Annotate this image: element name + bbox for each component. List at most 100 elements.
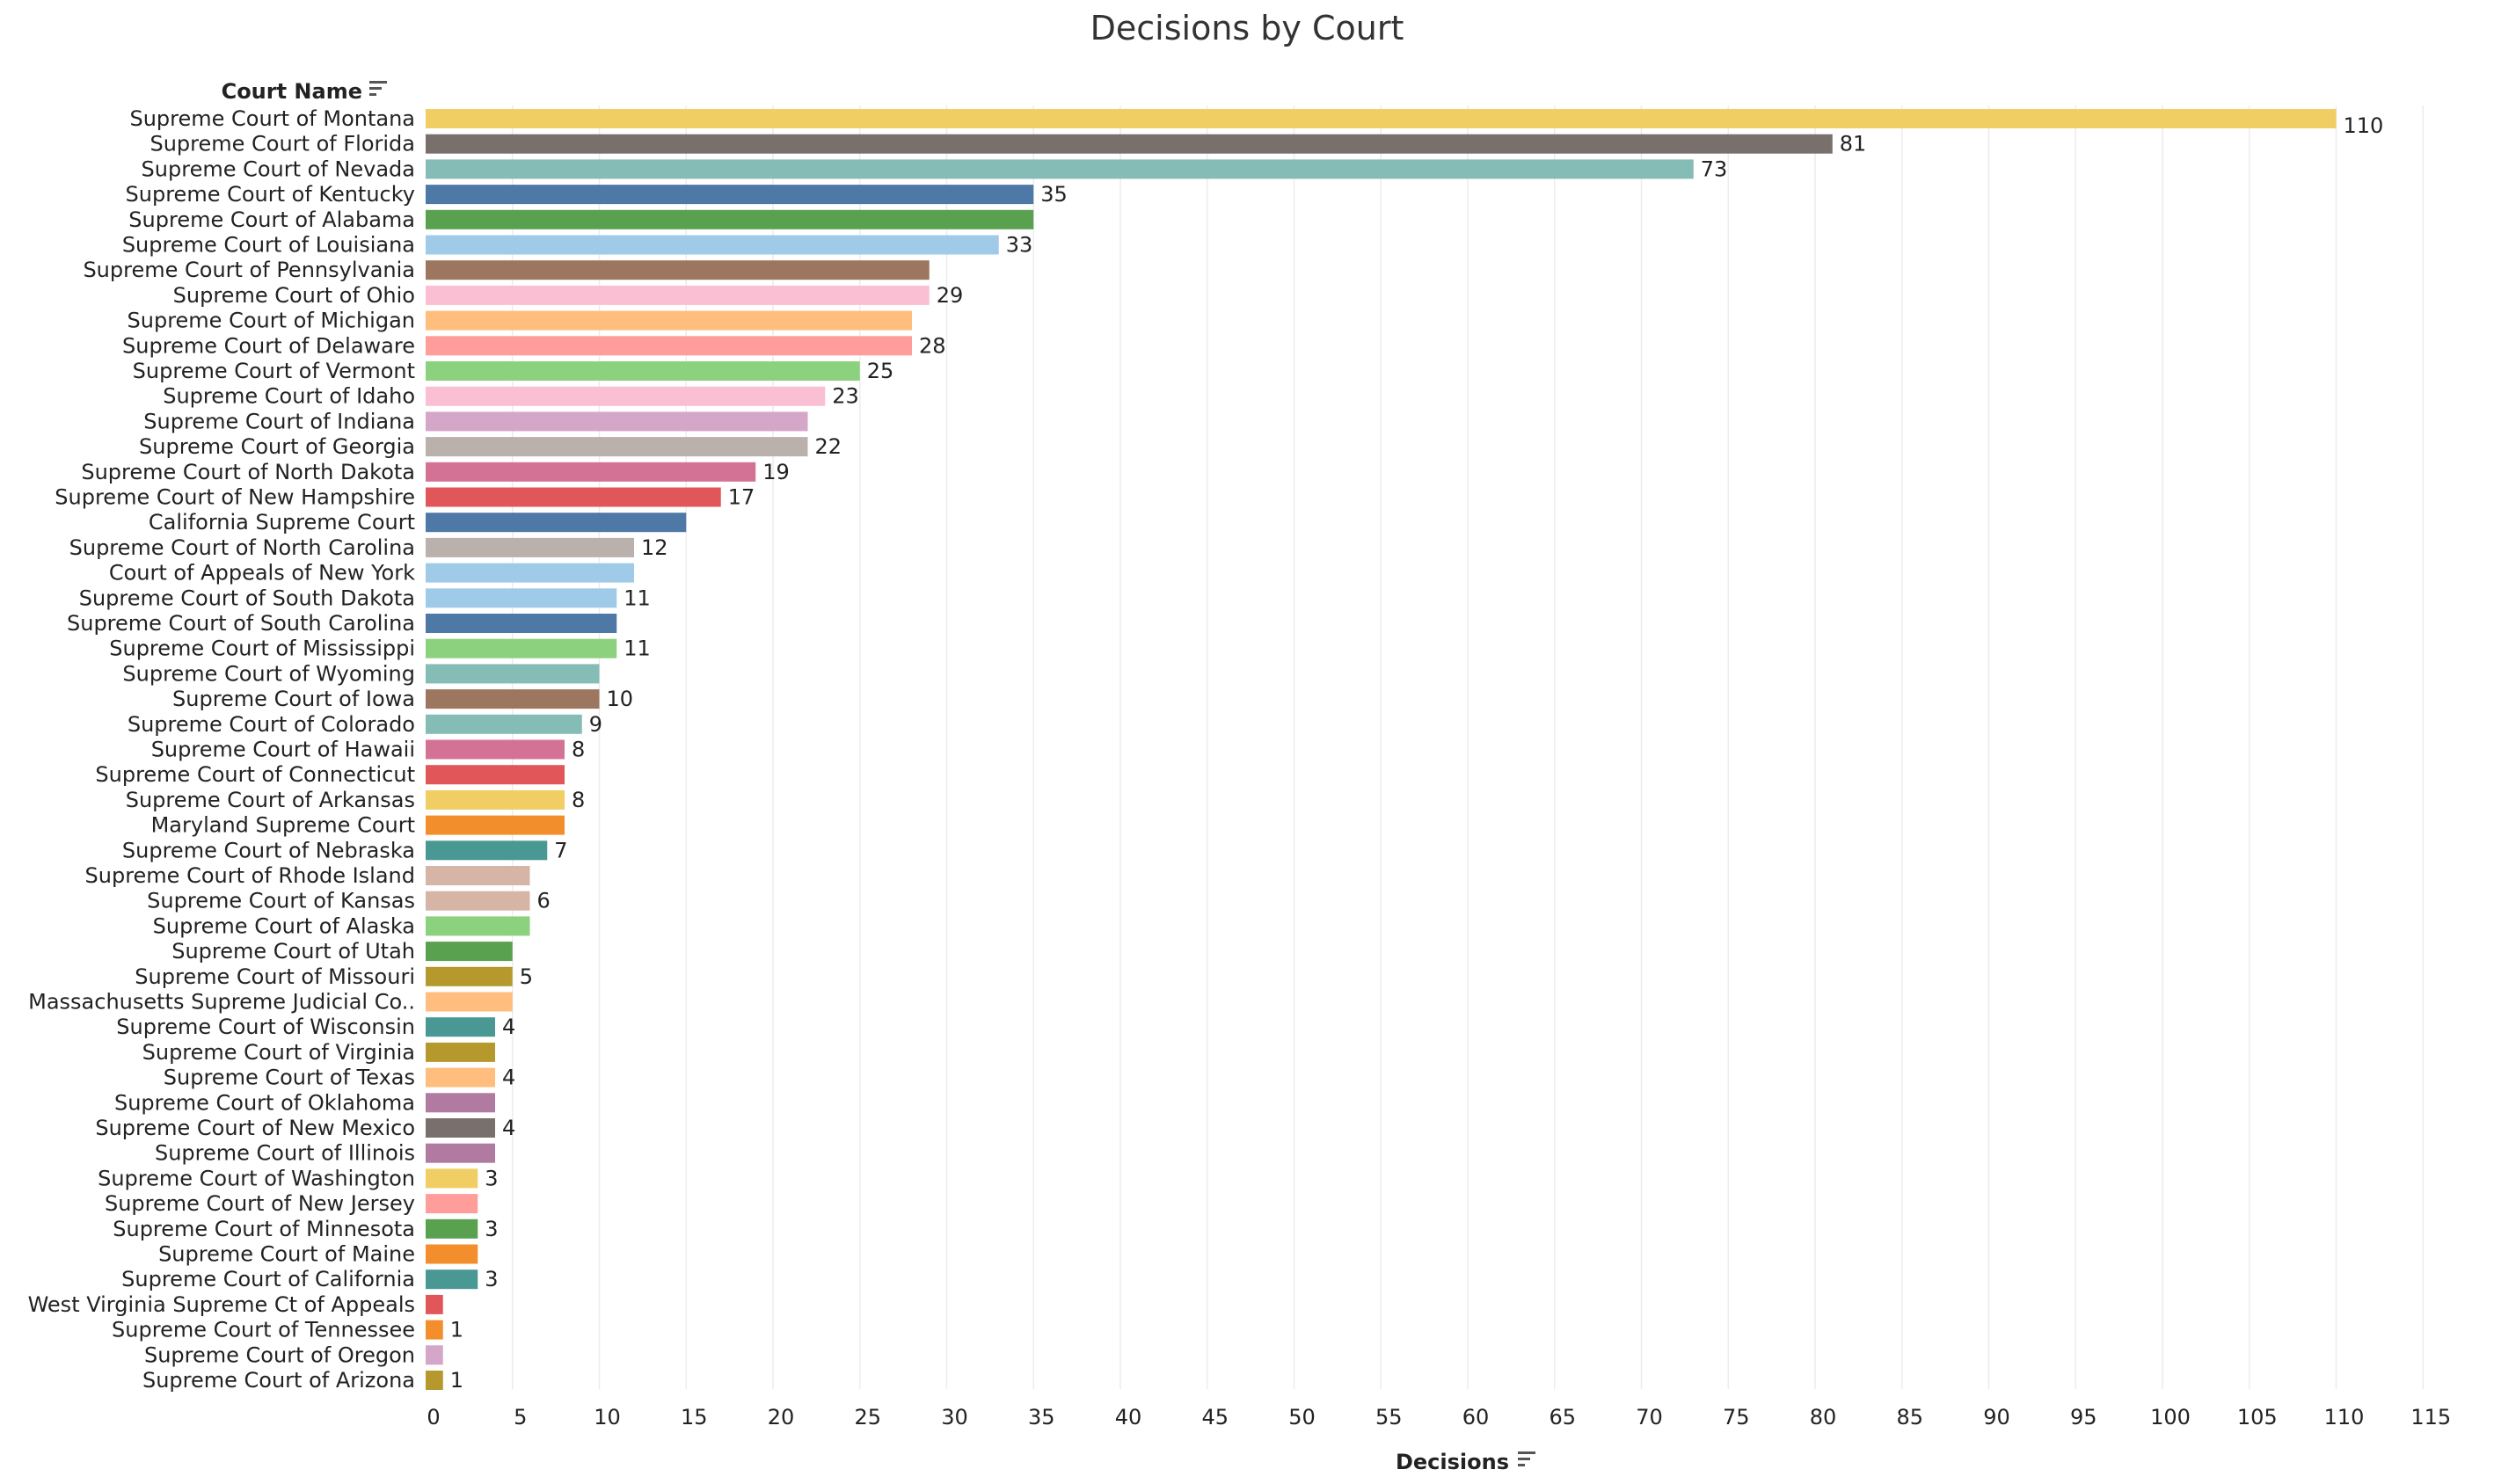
value-label: 11 — [624, 637, 651, 661]
bar[interactable] — [426, 1371, 443, 1390]
bar[interactable] — [426, 1194, 478, 1214]
bar[interactable] — [426, 916, 530, 936]
x-axis-header[interactable]: Decisions — [1396, 1450, 1535, 1474]
bar[interactable] — [426, 235, 999, 255]
x-tick-label: 100 — [2150, 1405, 2191, 1429]
category-label: Supreme Court of New Hampshire — [55, 485, 415, 510]
bar[interactable] — [426, 1345, 443, 1365]
bar[interactable] — [426, 310, 912, 331]
y-axis-title: Court Name — [222, 79, 362, 104]
bar[interactable] — [426, 1042, 495, 1062]
bar[interactable] — [426, 1067, 495, 1088]
bar[interactable] — [426, 1218, 478, 1239]
bar[interactable] — [426, 386, 826, 406]
category-label: Supreme Court of Rhode Island — [85, 863, 415, 888]
bar[interactable] — [426, 336, 912, 356]
bar[interactable] — [426, 209, 1034, 229]
bar[interactable] — [426, 361, 860, 381]
x-tick-label: 90 — [1983, 1405, 2010, 1429]
y-axis-header[interactable]: Court Name — [222, 79, 387, 104]
x-tick-label: 65 — [1549, 1405, 1576, 1429]
bar[interactable] — [426, 1118, 495, 1138]
bar[interactable] — [426, 487, 721, 507]
bar[interactable] — [426, 513, 687, 533]
bar[interactable] — [426, 109, 2337, 128]
value-label: 3 — [485, 1217, 498, 1241]
bar[interactable] — [426, 588, 617, 608]
bar[interactable] — [426, 689, 600, 709]
category-label: Supreme Court of Virginia — [142, 1040, 415, 1065]
category-label: Supreme Court of Arizona — [142, 1368, 415, 1393]
bar[interactable] — [426, 1244, 478, 1264]
category-label: Supreme Court of Maine — [158, 1242, 415, 1267]
bar[interactable] — [426, 260, 930, 280]
x-tick-label: 70 — [1636, 1405, 1663, 1429]
bar[interactable] — [426, 614, 617, 633]
value-label: 3 — [485, 1267, 498, 1291]
x-tick-label: 25 — [854, 1405, 881, 1429]
value-label: 6 — [537, 889, 551, 913]
bar[interactable] — [426, 942, 513, 962]
value-label: 17 — [728, 485, 755, 510]
value-label: 8 — [572, 738, 585, 762]
value-label: 29 — [937, 283, 964, 308]
bar[interactable] — [426, 789, 565, 810]
bar[interactable] — [426, 159, 1694, 179]
bar[interactable] — [426, 462, 756, 482]
value-label: 23 — [832, 384, 859, 409]
category-label: Supreme Court of Delaware — [122, 333, 415, 358]
value-label: 110 — [2344, 113, 2384, 138]
category-label: Supreme Court of New Mexico — [95, 1116, 415, 1140]
bar[interactable] — [426, 1294, 443, 1314]
bar[interactable] — [426, 563, 634, 583]
bar[interactable] — [426, 840, 548, 861]
x-tick-label: 45 — [1201, 1405, 1229, 1429]
category-label: Supreme Court of Kentucky — [126, 182, 415, 207]
x-tick-label: 40 — [1115, 1405, 1142, 1429]
bar[interactable] — [426, 411, 808, 432]
bar[interactable] — [426, 815, 565, 835]
bar[interactable] — [426, 714, 582, 734]
bar[interactable] — [426, 537, 634, 557]
bar[interactable] — [426, 285, 930, 305]
bar[interactable] — [426, 134, 1833, 154]
bar[interactable] — [426, 185, 1034, 205]
bar[interactable] — [426, 739, 565, 760]
bar[interactable] — [426, 992, 513, 1012]
category-label: Supreme Court of Oklahoma — [114, 1090, 415, 1115]
bar[interactable] — [426, 1168, 478, 1189]
sort-icon[interactable] — [1518, 1451, 1535, 1466]
bar[interactable] — [426, 1093, 495, 1113]
category-label: Supreme Court of Georgia — [139, 434, 415, 459]
category-label: Supreme Court of Wyoming — [122, 661, 415, 686]
category-label: Supreme Court of Hawaii — [151, 738, 415, 762]
value-label: 81 — [1840, 132, 1867, 156]
bar[interactable] — [426, 1017, 495, 1037]
bar[interactable] — [426, 1320, 443, 1340]
bar[interactable] — [426, 966, 513, 986]
bar[interactable] — [426, 1269, 478, 1290]
category-label: Supreme Court of Utah — [171, 939, 415, 964]
bar[interactable] — [426, 664, 600, 684]
category-label: Supreme Court of South Dakota — [79, 586, 415, 610]
value-labels: 1108173353329282523221917121111109887654… — [450, 113, 2384, 1393]
bar[interactable] — [426, 765, 565, 785]
bar[interactable] — [426, 1143, 495, 1163]
x-tick-label: 95 — [2070, 1405, 2097, 1429]
category-label: Court of Appeals of New York — [109, 561, 415, 586]
category-label: Supreme Court of Alaska — [153, 913, 415, 938]
value-label: 22 — [815, 434, 842, 459]
x-tick-label: 15 — [681, 1405, 708, 1429]
category-label: Supreme Court of Iowa — [172, 687, 415, 711]
category-label: Supreme Court of Louisiana — [122, 233, 415, 258]
category-label: Supreme Court of Wisconsin — [116, 1015, 415, 1039]
value-label: 73 — [1701, 156, 1728, 181]
bar[interactable] — [426, 638, 617, 658]
category-label: Supreme Court of Idaho — [163, 384, 415, 409]
bar[interactable] — [426, 866, 530, 885]
bar[interactable] — [426, 891, 530, 911]
sort-icon[interactable] — [369, 81, 387, 96]
x-axis-title: Decisions — [1396, 1450, 1509, 1474]
bar[interactable] — [426, 437, 808, 457]
